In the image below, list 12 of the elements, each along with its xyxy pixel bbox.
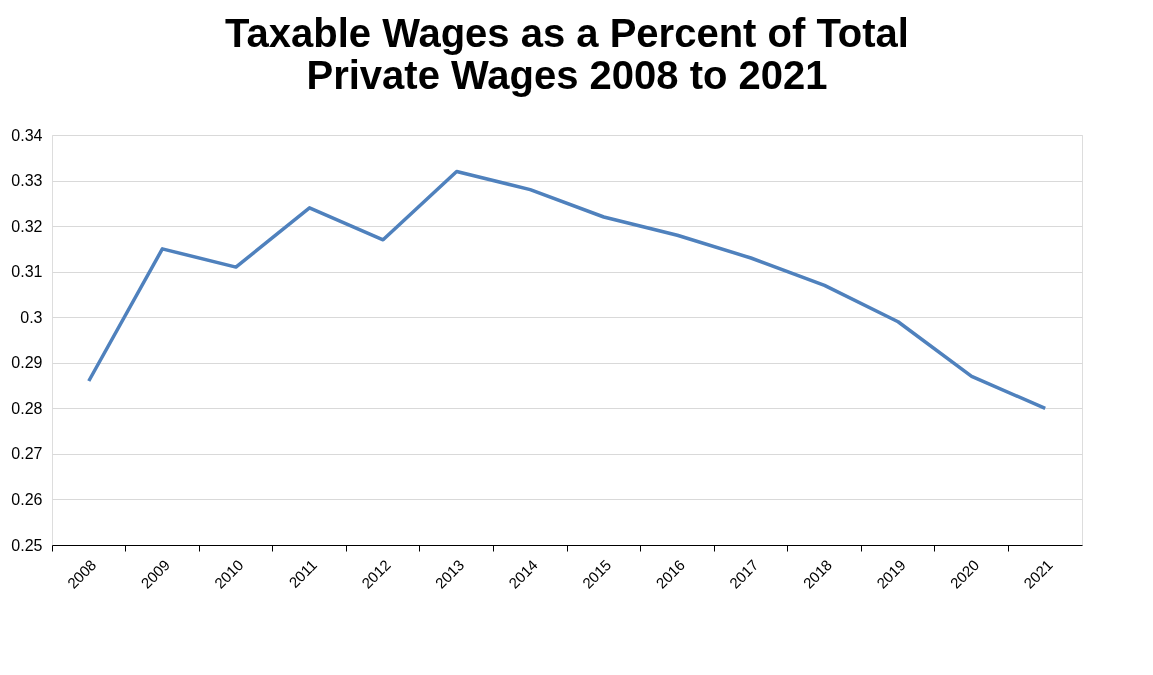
y-tick-label: 0.34 — [11, 126, 43, 144]
y-tick-label: 0.27 — [11, 445, 43, 463]
y-tick-label: 0.33 — [11, 172, 43, 190]
y-tick-label: 0.25 — [11, 536, 43, 554]
y-tick-label: 0.31 — [11, 263, 43, 281]
text: Taxable Wages as a Percent of Total — [225, 11, 909, 55]
y-tick-label: 0.29 — [11, 354, 43, 372]
line-series — [87, 169, 1047, 411]
y-tick-label: 0.28 — [11, 399, 43, 417]
y-tick-label: 0.32 — [11, 217, 43, 235]
y-tick-label: 0.3 — [20, 308, 43, 326]
y-tick-label: 0.26 — [11, 490, 43, 508]
